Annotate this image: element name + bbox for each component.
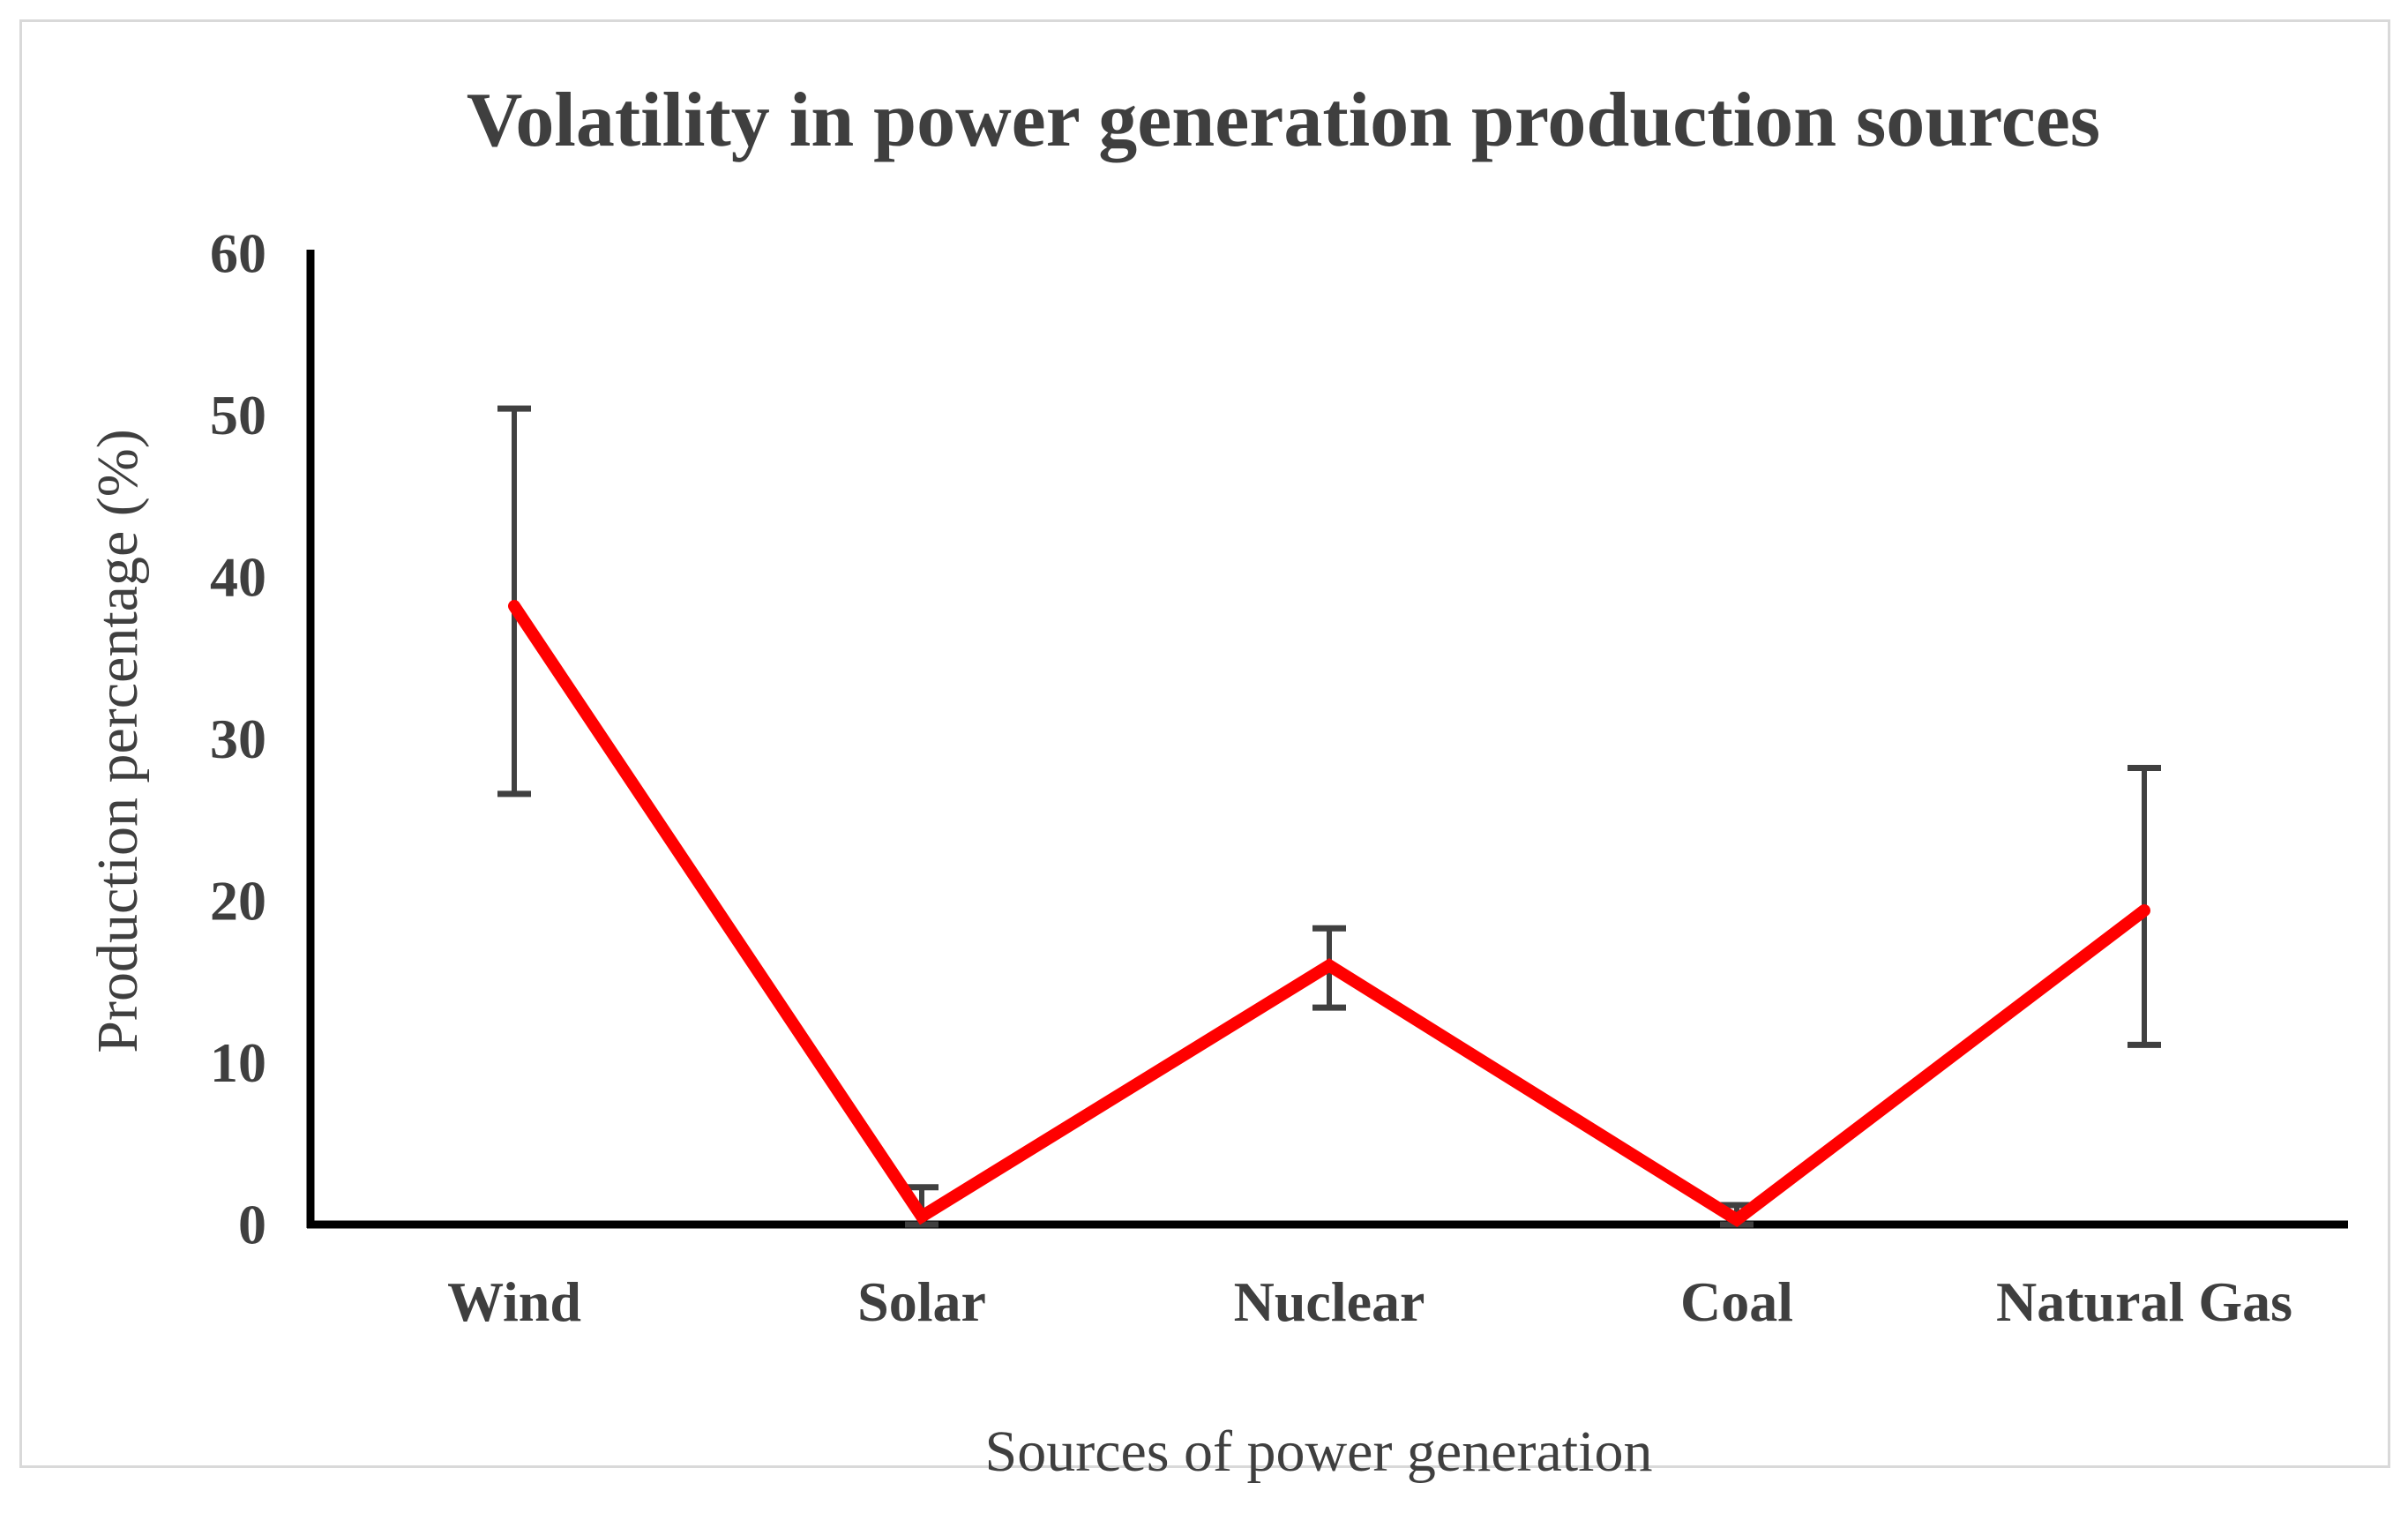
y-tick-label: 60 [210, 222, 266, 285]
y-tick-label: 10 [210, 1031, 266, 1094]
line-chart: Volatility in power generation productio… [86, 78, 2348, 1484]
y-tick-labels: 0 10 20 30 40 50 60 [210, 222, 266, 1256]
y-tick-label: 50 [210, 384, 266, 446]
chart-frame: Volatility in power generation productio… [19, 19, 2390, 1484]
y-axis-title: Production percentage (%) [86, 429, 150, 1052]
y-tick-label: 30 [210, 708, 266, 770]
y-tick-label: 0 [238, 1194, 266, 1256]
data-line [508, 600, 2150, 1227]
axes [306, 250, 2348, 1229]
chart-title: Volatility in power generation productio… [467, 78, 2100, 163]
x-category-label: Coal [1680, 1270, 1793, 1333]
x-category-label: Natural Gas [1996, 1270, 2292, 1333]
x-category-label: Nuclear [1234, 1270, 1425, 1333]
y-tick-label: 40 [210, 546, 266, 609]
x-axis-title: Sources of power generation [985, 1419, 1653, 1484]
x-category-labels: Wind Solar Nuclear Coal Natural Gas [447, 1270, 2292, 1333]
error-bars [497, 405, 2161, 1228]
data-series-line [508, 600, 2150, 1227]
x-category-label: Wind [447, 1270, 581, 1333]
x-category-label: Solar [857, 1270, 986, 1333]
y-tick-label: 20 [210, 870, 266, 933]
